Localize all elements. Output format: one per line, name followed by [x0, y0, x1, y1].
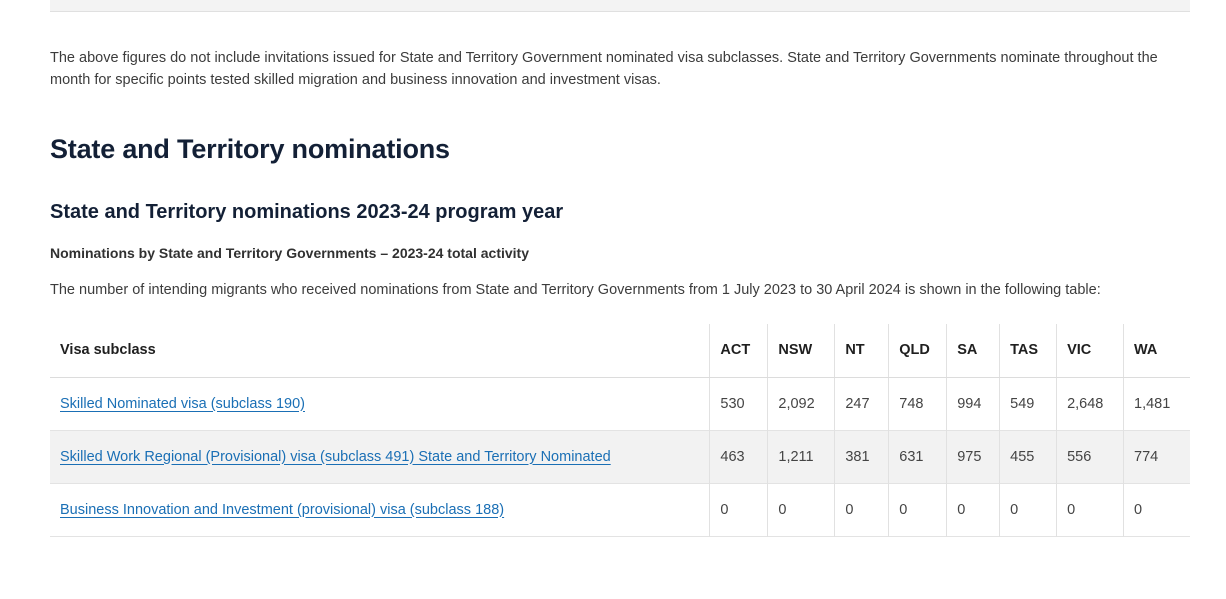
- act-value: 0: [709, 483, 768, 536]
- table-intro-paragraph: The number of intending migrants who rec…: [50, 282, 1101, 298]
- visa-188-link[interactable]: Business Innovation and Investment (prov…: [60, 501, 505, 518]
- wa-value: 774: [1123, 430, 1190, 483]
- header-act: ACT: [709, 324, 768, 378]
- nt-value: 247: [834, 377, 889, 430]
- act-value: 463: [709, 430, 768, 483]
- visa-190-link[interactable]: Skilled Nominated visa (subclass 190): [60, 395, 305, 412]
- wa-value: 0: [1123, 483, 1190, 536]
- nt-value: 381: [834, 430, 889, 483]
- header-vic: VIC: [1056, 324, 1124, 378]
- header-nsw: NSW: [767, 324, 835, 378]
- visa-subclass-cell: Business Innovation and Investment (prov…: [50, 483, 710, 536]
- wa-value: 1,481: [1123, 377, 1190, 430]
- header-tas: TAS: [999, 324, 1057, 378]
- section-title: State and Territory nominations: [50, 134, 450, 164]
- table-row: Business Innovation and Investment (prov…: [50, 483, 1190, 536]
- nominations-table: Visa subclass ACT NSW NT QLD SA TAS VIC …: [50, 324, 1190, 537]
- header-wa: WA: [1123, 324, 1190, 378]
- vic-value: 0: [1056, 483, 1124, 536]
- table-row: Skilled Nominated visa (subclass 190) 53…: [50, 377, 1190, 430]
- program-year-subtitle: State and Territory nominations 2023-24 …: [50, 201, 564, 223]
- visa-subclass-cell: Skilled Nominated visa (subclass 190): [50, 377, 710, 430]
- visa-491-link[interactable]: Skilled Work Regional (Provisional) visa…: [60, 448, 611, 465]
- header-qld: QLD: [888, 324, 947, 378]
- qld-value: 0: [888, 483, 947, 536]
- vic-value: 556: [1056, 430, 1124, 483]
- sa-value: 994: [946, 377, 1000, 430]
- nsw-value: 2,092: [767, 377, 835, 430]
- table-row: Skilled Work Regional (Provisional) visa…: [50, 430, 1190, 483]
- visa-subclass-cell: Skilled Work Regional (Provisional) visa…: [50, 430, 710, 483]
- nsw-value: 0: [767, 483, 835, 536]
- sa-value: 975: [946, 430, 1000, 483]
- header-sa: SA: [946, 324, 1000, 378]
- nsw-value: 1,211: [767, 430, 835, 483]
- tas-value: 549: [999, 377, 1057, 430]
- table-caption: Nominations by State and Territory Gover…: [50, 245, 529, 261]
- qld-value: 748: [888, 377, 947, 430]
- previous-table-bottom-strip: [50, 0, 1190, 12]
- act-value: 530: [709, 377, 768, 430]
- header-visa-subclass: Visa subclass: [50, 324, 710, 378]
- tas-value: 0: [999, 483, 1057, 536]
- nt-value: 0: [834, 483, 889, 536]
- invitations-note-paragraph: The above figures do not include invitat…: [50, 50, 1158, 88]
- vic-value: 2,648: [1056, 377, 1124, 430]
- header-nt: NT: [834, 324, 889, 378]
- tas-value: 455: [999, 430, 1057, 483]
- qld-value: 631: [888, 430, 947, 483]
- sa-value: 0: [946, 483, 1000, 536]
- table-header-row: Visa subclass ACT NSW NT QLD SA TAS VIC …: [50, 324, 1190, 378]
